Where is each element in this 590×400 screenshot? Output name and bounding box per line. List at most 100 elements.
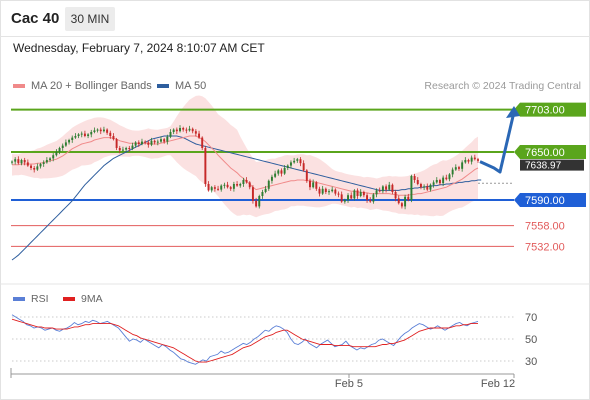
candle bbox=[274, 170, 277, 179]
candle bbox=[166, 134, 169, 145]
ma50-label: MA 50 bbox=[175, 80, 207, 92]
candle bbox=[245, 177, 248, 184]
candle-body bbox=[77, 134, 80, 136]
candle-body bbox=[347, 195, 350, 200]
candle-body bbox=[83, 133, 86, 136]
candle-body bbox=[33, 168, 36, 170]
candle bbox=[17, 156, 20, 165]
candle-body bbox=[52, 155, 55, 159]
level-tag-text: 7590.00 bbox=[525, 195, 565, 207]
candle-body bbox=[334, 189, 337, 194]
candle bbox=[258, 194, 261, 209]
candle-body bbox=[312, 182, 315, 188]
candle bbox=[210, 185, 213, 193]
candle-body bbox=[36, 166, 39, 170]
candle-body bbox=[58, 148, 61, 152]
candle-body bbox=[381, 186, 384, 192]
candle bbox=[109, 130, 112, 139]
candle-body bbox=[239, 184, 242, 186]
candle-body bbox=[137, 142, 140, 144]
candle-body bbox=[245, 180, 248, 183]
candle-body bbox=[153, 140, 156, 143]
candle-body bbox=[305, 170, 308, 181]
candle-body bbox=[369, 200, 372, 202]
candle bbox=[83, 130, 86, 138]
level-tag-text: 7703.00 bbox=[525, 105, 565, 117]
candle-body bbox=[179, 128, 181, 132]
candle-body bbox=[324, 188, 327, 192]
rsi-swatch bbox=[13, 297, 25, 302]
candle bbox=[112, 133, 115, 141]
candle-body bbox=[309, 180, 311, 188]
candle-body bbox=[343, 200, 346, 202]
candle bbox=[293, 157, 296, 164]
candle-body bbox=[470, 157, 473, 162]
candle bbox=[80, 131, 83, 138]
candle-body bbox=[210, 187, 213, 191]
forecast-arrow bbox=[479, 111, 516, 174]
timeframe-badge[interactable]: 30 MIN bbox=[65, 7, 115, 31]
candle-body bbox=[156, 141, 159, 143]
candle bbox=[36, 163, 39, 171]
candle bbox=[52, 153, 55, 162]
candle-body bbox=[232, 184, 235, 189]
candle-body bbox=[407, 196, 410, 200]
candle bbox=[413, 173, 416, 183]
candle-body bbox=[277, 170, 280, 174]
level-tag-7590.00: 7590.00 bbox=[514, 193, 586, 207]
credit-text: Research © 2024 Trading Central bbox=[424, 80, 581, 92]
candle bbox=[477, 157, 479, 163]
candle bbox=[270, 174, 273, 184]
candle bbox=[467, 158, 470, 164]
legend-rsi: RSI bbox=[13, 293, 49, 305]
candle bbox=[156, 139, 159, 146]
ma20-swatch bbox=[13, 84, 25, 89]
candle bbox=[277, 169, 280, 176]
candle-body bbox=[213, 187, 216, 189]
candle-body bbox=[80, 133, 83, 135]
candle bbox=[264, 185, 267, 194]
candle-body bbox=[49, 158, 52, 160]
candle bbox=[261, 189, 264, 199]
candle-body bbox=[318, 188, 321, 194]
last-price-bg bbox=[520, 159, 584, 171]
candle-body bbox=[185, 129, 188, 131]
ma50-line bbox=[11, 135, 482, 261]
candle-body bbox=[359, 192, 362, 196]
candle-body bbox=[270, 176, 273, 181]
x-label-1: Feb 12 bbox=[481, 378, 515, 390]
candle bbox=[423, 184, 426, 191]
candle-body bbox=[448, 174, 451, 180]
candle bbox=[359, 189, 362, 198]
candle bbox=[337, 191, 340, 198]
rsi-label: RSI bbox=[31, 293, 49, 305]
candle bbox=[372, 193, 375, 204]
candle-body bbox=[299, 159, 302, 164]
candle-body bbox=[296, 159, 299, 161]
candle bbox=[87, 133, 90, 139]
candle bbox=[334, 188, 337, 196]
candle-body bbox=[226, 184, 229, 188]
candle bbox=[232, 181, 235, 192]
candle-body bbox=[163, 139, 166, 142]
level-tag-7558.00: 7558.00 bbox=[525, 221, 565, 233]
candle bbox=[30, 164, 32, 171]
candle-body bbox=[26, 162, 29, 166]
candle bbox=[458, 165, 460, 171]
candle bbox=[451, 167, 454, 178]
candle bbox=[448, 173, 451, 182]
candle-body bbox=[461, 162, 464, 169]
candle-body bbox=[99, 129, 102, 132]
candle-body bbox=[131, 145, 134, 149]
candle bbox=[144, 140, 147, 145]
rsi-tick-50: 50 bbox=[525, 334, 537, 346]
candle bbox=[61, 143, 64, 151]
candle bbox=[39, 162, 42, 169]
candle bbox=[68, 138, 71, 145]
candle bbox=[223, 182, 226, 189]
candle bbox=[160, 136, 162, 143]
candle-body bbox=[274, 173, 277, 177]
forecast-arrowhead bbox=[506, 106, 520, 118]
candle bbox=[388, 181, 391, 191]
